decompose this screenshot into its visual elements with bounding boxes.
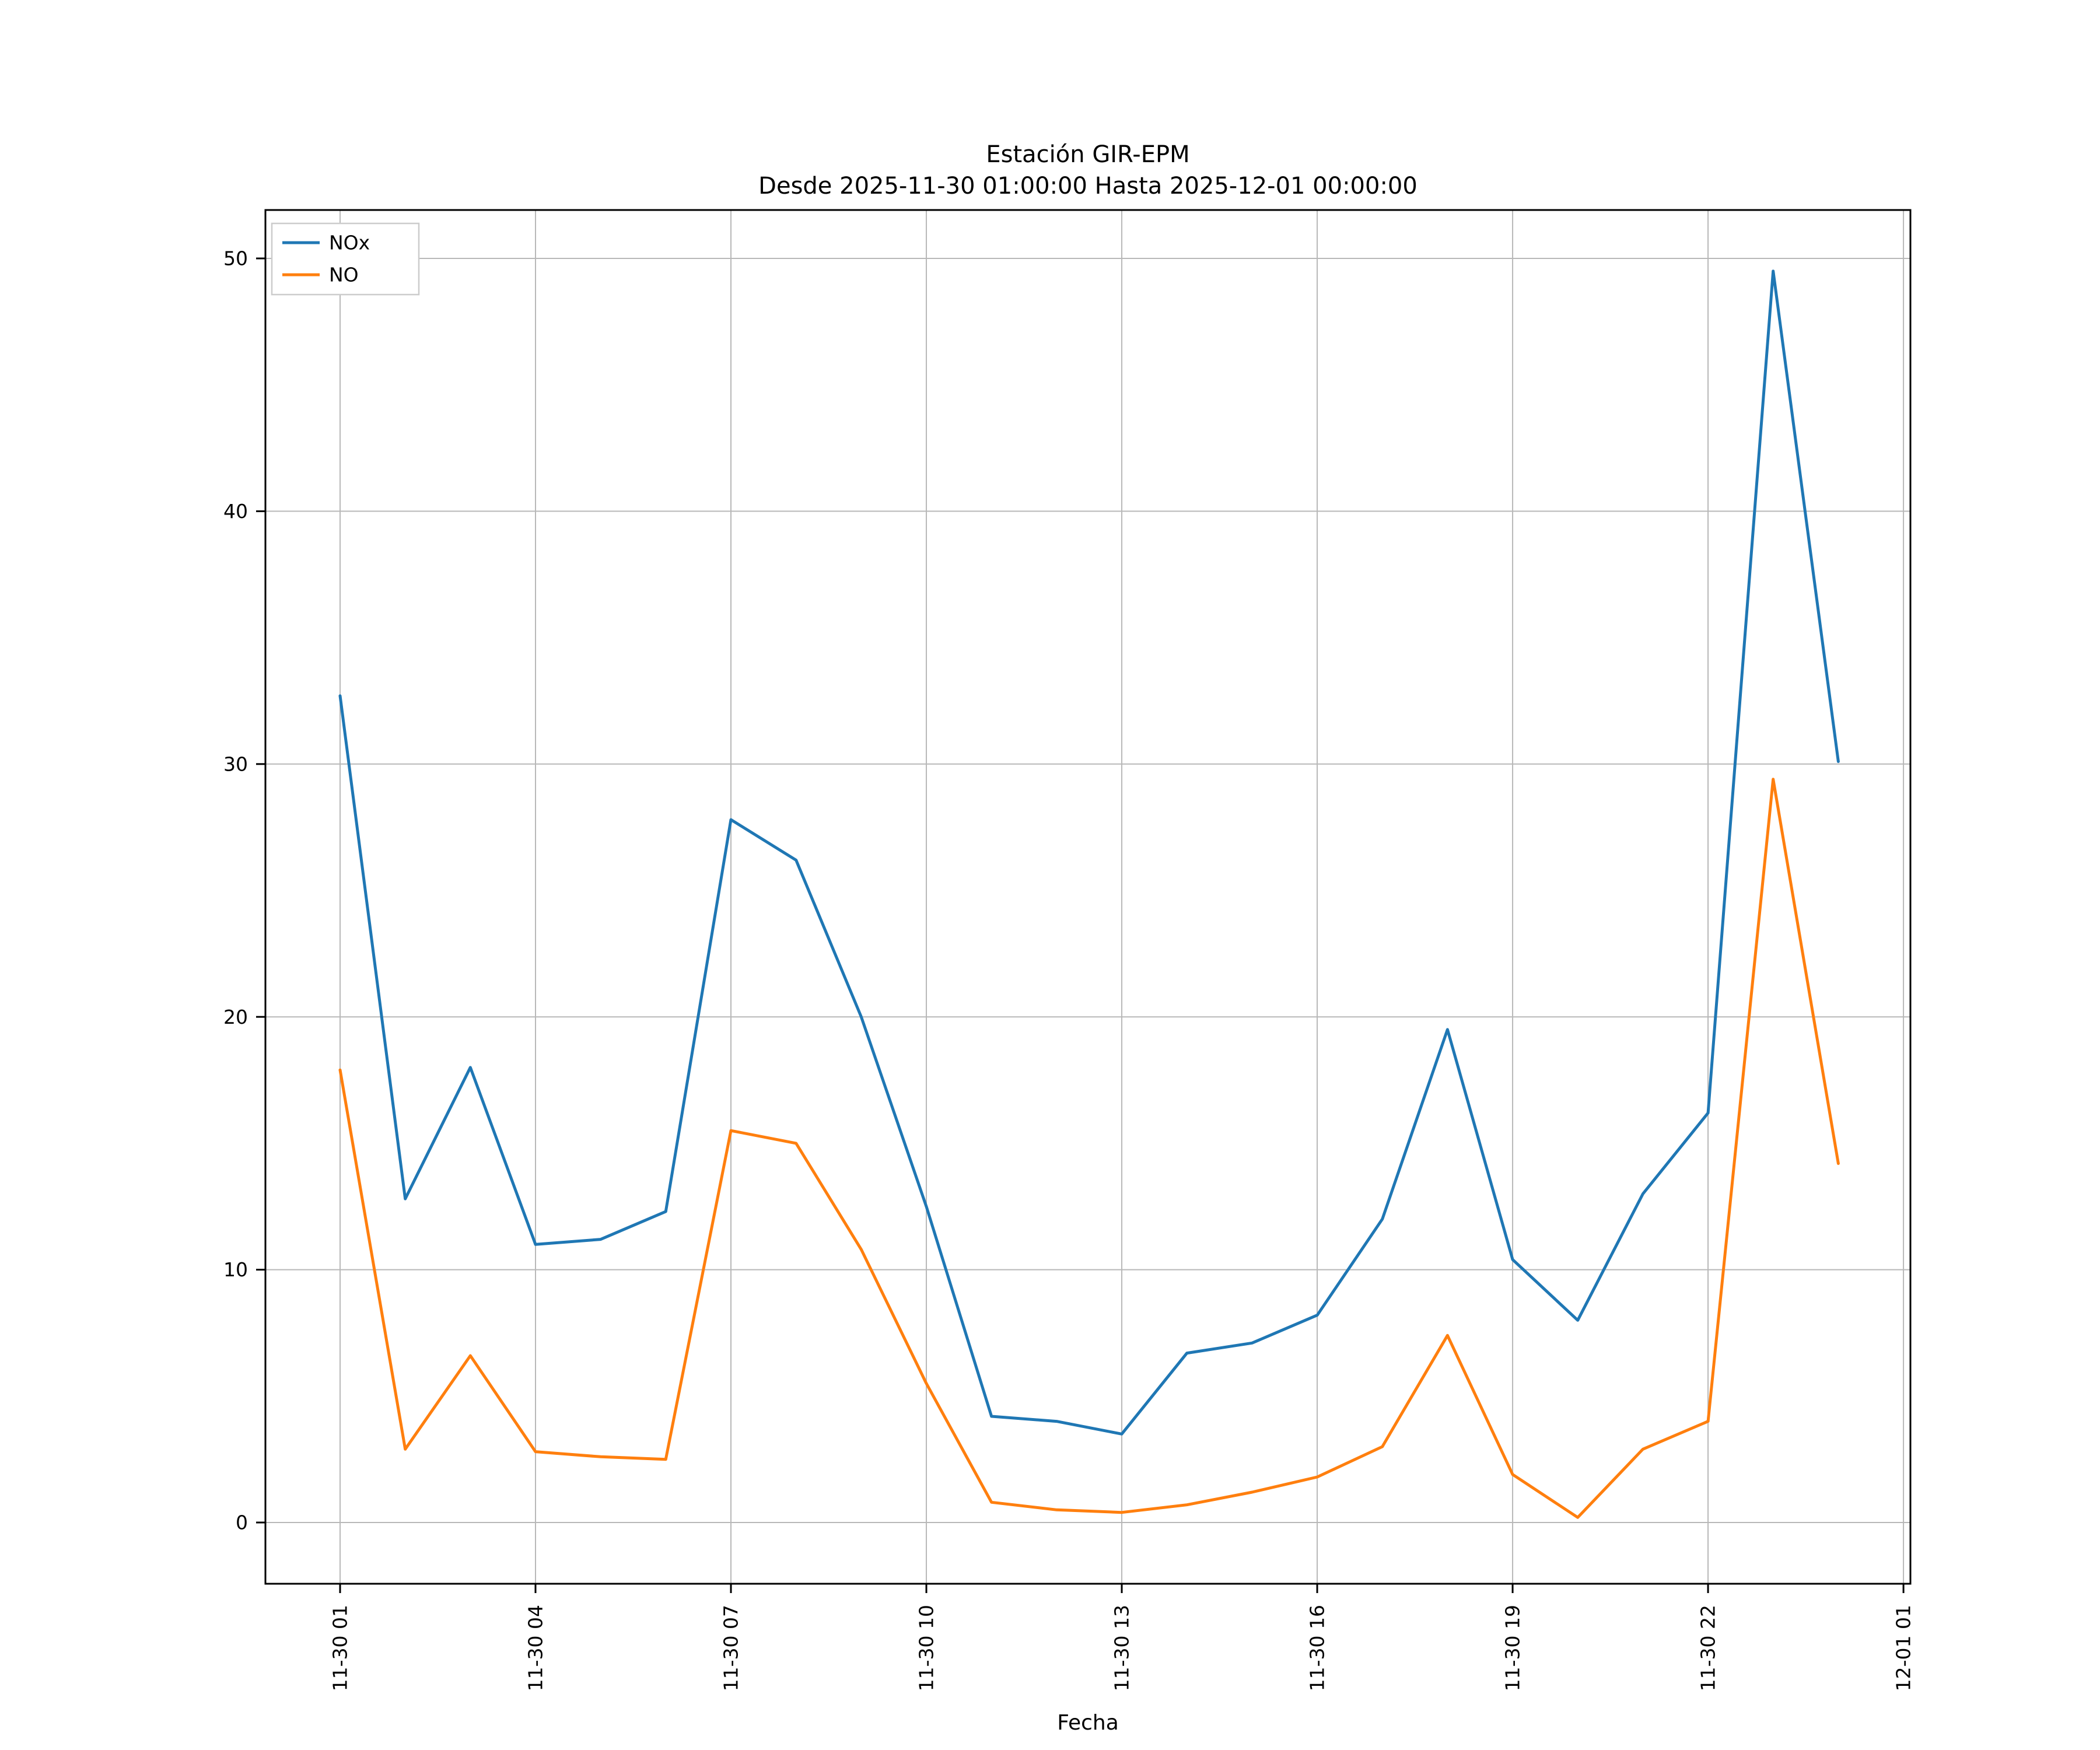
y-tick-label: 40	[223, 500, 248, 523]
grid	[265, 210, 1910, 1584]
x-tick-label: 11-30 22	[1697, 1605, 1720, 1691]
x-axis-label: Fecha	[1057, 1711, 1119, 1735]
chart-subtitle: Desde 2025-11-30 01:00:00 Hasta 2025-12-…	[758, 173, 1418, 200]
y-tick-label: 20	[223, 1006, 248, 1028]
x-tick-label: 11-30 19	[1502, 1605, 1524, 1691]
axis-ticks: 11-30 01 11-30 04 11-30 07 11-30 10 11-30 13…	[223, 247, 1915, 1692]
y-tick-label: 10	[223, 1258, 248, 1281]
legend-label-NOx: NOx	[329, 232, 370, 254]
series-lines	[338, 270, 1840, 1519]
plot-border	[264, 209, 1912, 1585]
x-tick-label: 11-30 13	[1111, 1605, 1133, 1691]
legend: NOx NO	[271, 222, 420, 296]
x-tick-label: 11-30 01	[329, 1605, 352, 1691]
x-tick-label: 12-01 01	[1892, 1605, 1915, 1691]
y-tick-label: 50	[223, 247, 248, 270]
legend-box	[271, 222, 420, 296]
x-tick-label: 11-30 07	[720, 1605, 743, 1691]
x-tick-label: 11-30 10	[915, 1605, 938, 1691]
chart-title: Estación GIR-EPM	[986, 141, 1189, 168]
x-tick-label: 11-30 04	[524, 1605, 547, 1691]
series-line-NO	[338, 778, 1840, 1519]
legend-label-NO: NO	[329, 264, 359, 286]
series-line-NOx	[338, 270, 1840, 1436]
y-tick-label: 0	[236, 1511, 248, 1534]
y-tick-label: 30	[223, 752, 248, 775]
x-tick-label: 11-30 16	[1306, 1605, 1329, 1691]
